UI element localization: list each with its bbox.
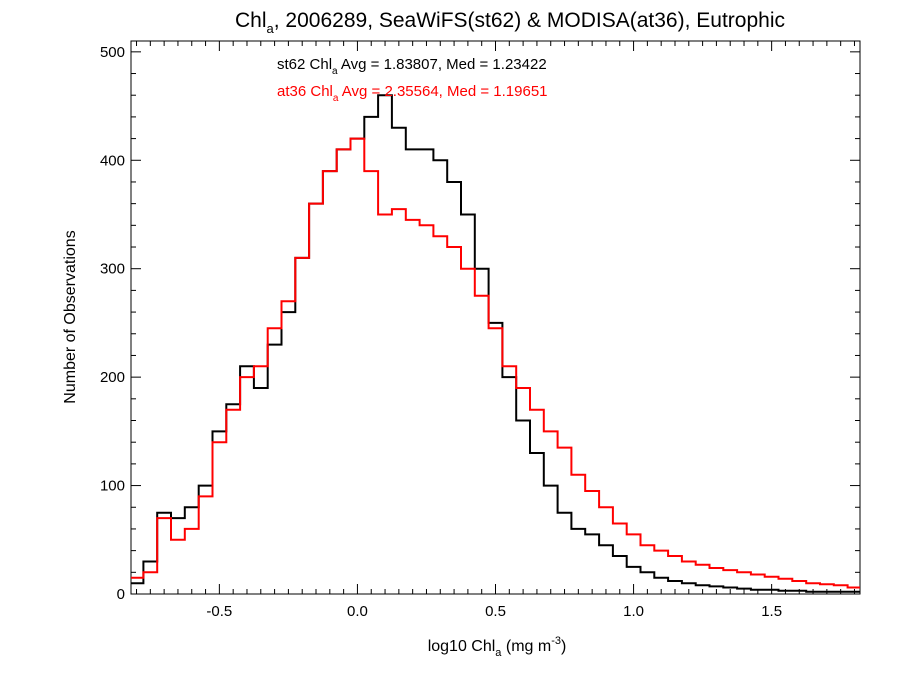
annotation-st62: st62 Chla Avg = 1.83807, Med = 1.23422 [277,56,547,77]
y-tick-label: 400 [100,152,125,169]
y-tick-label: 100 [100,478,125,495]
chart-title: Chla, 2006289, SeaWiFS(st62) & MODISA(at… [235,9,785,36]
y-tick-label: 500 [100,44,125,61]
x-axis-label: log10 Chla (mg m-3) [428,635,567,659]
y-tick-label: 300 [100,261,125,278]
series-layer [131,94,860,593]
x-tick-label: 1.0 [623,603,644,620]
series-line-0 [131,94,860,593]
x-tick-label: -0.5 [206,603,232,620]
y-tick-label: 0 [117,586,125,603]
x-tick-label: 0.0 [347,603,368,620]
y-tick-label: 200 [100,369,125,386]
plot-frame [130,40,861,595]
tick-layer: -0.5 0.0 0.5 1.0 1.5 0 100 200 300 400 500 [100,41,860,620]
x-tick-label: 0.5 [485,603,506,620]
x-tick-label: 1.5 [761,603,782,620]
series-line-1 [131,137,860,589]
annotation-at36: at36 Chla Avg = 2.35564, Med = 1.19651 [277,83,548,104]
y-axis-label: Number of Observations [62,230,79,403]
